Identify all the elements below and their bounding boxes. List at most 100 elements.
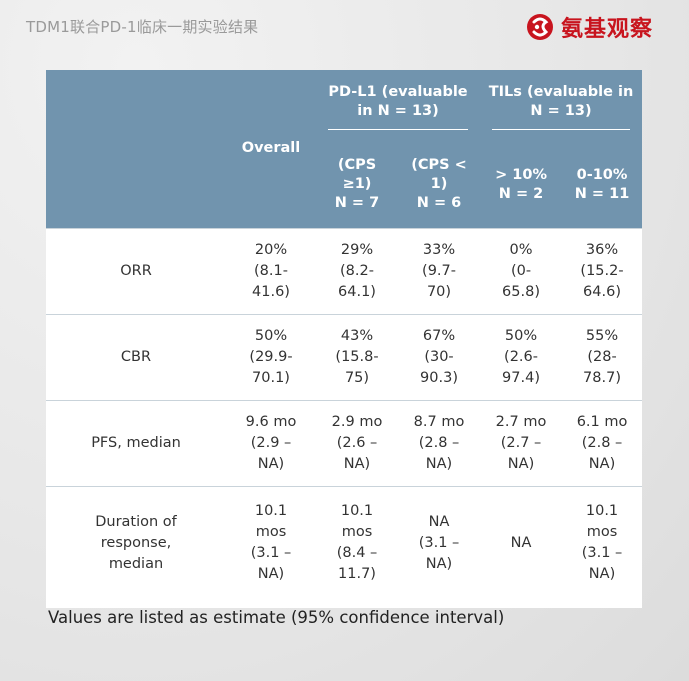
- table-cell: 0% (0- 65.8): [480, 227, 563, 314]
- cell-line: NA): [257, 566, 285, 583]
- row-label-line: median: [108, 555, 164, 572]
- table-cell: 33% (9.7- 70): [398, 227, 481, 314]
- cell-line: 8.7 mo: [413, 413, 465, 430]
- col-header-line: N = 7: [334, 195, 380, 212]
- cell-line: 10.1: [340, 503, 374, 520]
- cell-line: (3.1 –: [581, 545, 623, 562]
- table-cell: 2.9 mo (2.6 – NA): [316, 399, 398, 486]
- cell-line: (2.7 –: [500, 434, 542, 451]
- cell-line: (3.1 –: [250, 545, 292, 562]
- cell-line: (2.6-: [504, 348, 538, 365]
- brand-logo: 氨基观察: [525, 12, 653, 42]
- cell-line: (8.4 –: [336, 545, 378, 562]
- col-header-line: N = 6: [416, 195, 462, 212]
- cell-line: 70): [426, 283, 452, 300]
- table-cell: 43% (15.8- 75): [316, 313, 398, 400]
- col-header-line: > 10%: [495, 166, 547, 183]
- cell-line: 78.7): [583, 369, 621, 386]
- cell-line: 36%: [585, 241, 619, 258]
- group-header-tils: TILs (evaluable in N = 13): [480, 70, 643, 142]
- cell-line: 65.8): [502, 283, 540, 300]
- col-header-line: N = 2: [498, 185, 544, 202]
- header-row-subgroups: (CPS ≥1) N = 7 (CPS < 1) N = 6 > 10% N =…: [46, 142, 643, 228]
- table-cell: NA (3.1 – NA): [398, 485, 481, 600]
- table-cell: NA: [480, 485, 563, 600]
- cell-line: (28-: [587, 348, 617, 365]
- cell-line: 75): [344, 369, 370, 386]
- col-header-cps-lt1: (CPS < 1) N = 6: [398, 142, 481, 228]
- cell-line: NA): [257, 455, 285, 472]
- cell-line: 64.1): [338, 283, 376, 300]
- row-label-line: response,: [100, 534, 172, 551]
- row-label: ORR: [46, 227, 226, 314]
- col-header-line: (CPS: [337, 157, 377, 174]
- cell-line: 50%: [254, 327, 288, 344]
- group-header-line: TILs (evaluable in: [488, 83, 634, 100]
- cell-line: 55%: [585, 327, 619, 344]
- cell-line: 11.7): [338, 566, 376, 583]
- cell-line: 0%: [509, 241, 533, 258]
- cell-line: (2.8 –: [418, 434, 460, 451]
- row-label: CBR: [46, 313, 226, 400]
- table-cell: 55% (28- 78.7): [562, 313, 643, 400]
- table-cell: 10.1 mos (3.1 – NA): [562, 485, 643, 600]
- cell-line: (9.7-: [422, 262, 456, 279]
- cell-line: 67%: [422, 327, 456, 344]
- table-cell: 29% (8.2- 64.1): [316, 227, 398, 314]
- group-header-line: N = 13): [530, 102, 592, 119]
- row-label-line: ORR: [120, 262, 152, 279]
- cell-line: (2.6 –: [336, 434, 378, 451]
- cell-line: 2.7 mo: [495, 413, 547, 430]
- table-cell: 67% (30- 90.3): [398, 313, 481, 400]
- col-header-line: ≥1): [342, 176, 372, 193]
- col-header-tils-gt10: > 10% N = 2: [480, 142, 563, 228]
- row-label: Duration of response, median: [46, 485, 226, 600]
- cell-line: 20%: [254, 241, 288, 258]
- row-label-line: CBR: [120, 348, 152, 365]
- table-cell: 10.1 mos (8.4 – 11.7): [316, 485, 398, 600]
- table-cell: 6.1 mo (2.8 – NA): [562, 399, 643, 486]
- group-header-line: in N = 13): [357, 102, 439, 119]
- col-header-tils-0-10: 0-10% N = 11: [562, 142, 643, 228]
- cell-line: 9.6 mo: [245, 413, 297, 430]
- cell-line: (30-: [424, 348, 454, 365]
- col-header-line: 0-10%: [576, 166, 628, 183]
- col-header-line: (CPS <: [411, 157, 467, 174]
- group-header-pdl1: PD-L1 (evaluable in N = 13): [316, 70, 481, 142]
- row-label-line: PFS, median: [91, 434, 181, 451]
- footnote: Values are listed as estimate (95% confi…: [48, 608, 505, 627]
- table-cell: 9.6 mo (2.9 – NA): [226, 399, 316, 486]
- col-header-cps-ge1: (CPS ≥1) N = 7: [316, 142, 398, 228]
- table-cell: 8.7 mo (2.8 – NA): [398, 399, 481, 486]
- cell-line: 41.6): [252, 283, 290, 300]
- cell-line: 2.9 mo: [331, 413, 383, 430]
- cell-line: 97.4): [502, 369, 540, 386]
- row-label-line: Duration of: [95, 513, 177, 530]
- cell-line: 10.1: [254, 503, 288, 520]
- cell-line: NA): [507, 455, 535, 472]
- col-header-line: 1): [430, 176, 448, 193]
- cell-line: NA: [428, 513, 450, 530]
- cell-line: NA): [588, 455, 616, 472]
- cell-line: (8.1-: [254, 262, 288, 279]
- cell-line: 6.1 mo: [576, 413, 628, 430]
- cell-line: 29%: [340, 241, 374, 258]
- table-cell: 50% (2.6- 97.4): [480, 313, 563, 400]
- cell-line: (2.8 –: [581, 434, 623, 451]
- cell-line: (0-: [510, 262, 532, 279]
- cell-line: NA: [510, 534, 532, 551]
- cell-line: NA): [425, 555, 453, 572]
- cell-line: NA): [343, 455, 371, 472]
- cell-line: (3.1 –: [418, 534, 460, 551]
- page-title: TDM1联合PD-1临床一期实验结果: [26, 18, 259, 36]
- cell-line: 70.1): [252, 369, 290, 386]
- header-row-groups: Overall PD-L1 (evaluable in N = 13) TILs…: [46, 70, 643, 228]
- cell-line: NA): [425, 455, 453, 472]
- group-header-line: PD-L1 (evaluable: [328, 83, 468, 100]
- top-bar: TDM1联合PD-1临床一期实验结果 氨基观察: [0, 0, 689, 56]
- group-divider: [492, 128, 631, 130]
- table-row-pfs: PFS, median 9.6 mo (2.9 – NA) 2.9 mo (2.6 –…: [46, 399, 643, 486]
- cell-line: mos: [586, 524, 618, 541]
- table-row-orr: ORR 20% (8.1- 41.6) 29% (8.2- 64.1) 33% (9.7-…: [46, 227, 643, 314]
- cell-line: (15.2-: [580, 262, 624, 279]
